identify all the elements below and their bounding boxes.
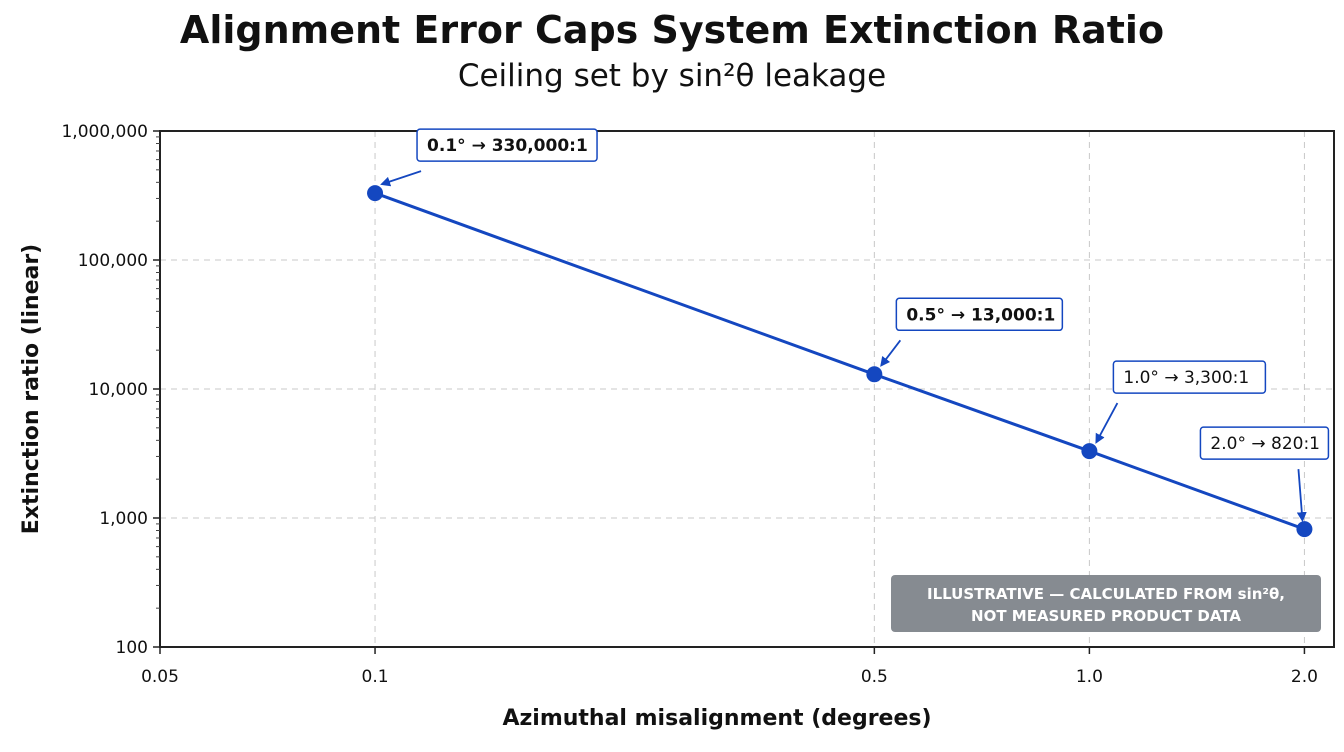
grid-layer <box>160 131 1334 647</box>
annotation-layer: 0.1° → 330,000:1 0.5° → 13,000:1 1.0° → 3,… <box>380 128 1330 523</box>
annotation-box <box>895 297 1064 332</box>
disclaimer-badge <box>891 575 1321 632</box>
x-tick-label: 1.0 <box>1076 667 1103 687</box>
note-layer: ILLUSTRATIVE — CALCULATED FROM sin²θ, NOT… <box>891 575 1321 632</box>
series-layer <box>367 185 1313 538</box>
annotation-box <box>1199 426 1330 460</box>
data-point <box>367 185 384 202</box>
annotation-arrow <box>1296 469 1307 523</box>
x-tick-label: 0.5 <box>861 667 888 687</box>
data-point <box>1296 521 1313 538</box>
chart-title: Alignment Error Caps System Extinction R… <box>179 8 1165 52</box>
data-point <box>1081 443 1098 460</box>
annotation-callout: 1.0° → 3,300:1 <box>1095 360 1267 444</box>
x-tick-label: 2.0 <box>1291 667 1318 687</box>
chart-subtitle: Ceiling set by sin²θ leakage <box>457 58 887 94</box>
y-tick-label: 100 <box>116 638 148 658</box>
y-tick-label: 10,000 <box>89 380 148 400</box>
tick-layer: 100 1,000 10,000 100,000 1,000,000 0.05 0.1 0.5… <box>61 122 1317 687</box>
annotation-callout: 0.5° → 13,000:1 <box>880 297 1064 367</box>
annotation-label: 2.0° → 820:1 <box>1210 434 1320 454</box>
annotation-callout: 0.1° → 330,000:1 <box>380 128 598 187</box>
annotation-arrow <box>880 339 902 367</box>
annotation-callout: 2.0° → 820:1 <box>1199 426 1330 523</box>
y-tick-label: 1,000,000 <box>61 122 148 142</box>
series-line <box>374 191 1305 531</box>
annotation-box <box>1112 360 1267 394</box>
annotation-label: 0.5° → 13,000:1 <box>906 305 1055 325</box>
y-tick-label: 1,000 <box>99 509 148 529</box>
annotation-box <box>416 128 598 162</box>
disclaimer-text: ILLUSTRATIVE — CALCULATED FROM sin²θ, <box>927 585 1285 603</box>
x-tick-label: 0.05 <box>141 667 179 687</box>
disclaimer-text: NOT MEASURED PRODUCT DATA <box>971 607 1241 625</box>
annotation-label: 1.0° → 3,300:1 <box>1123 368 1249 388</box>
x-axis-title: Azimuthal misalignment (degrees) <box>502 706 931 731</box>
y-tick-label: 100,000 <box>78 251 148 271</box>
data-point <box>866 366 883 383</box>
annotation-label: 0.1° → 330,000:1 <box>427 136 588 156</box>
annotation-arrow <box>380 170 422 187</box>
y-axis-title: Extinction ratio (linear) <box>19 244 44 534</box>
annotation-arrow <box>1095 402 1119 444</box>
x-tick-label: 0.1 <box>362 667 389 687</box>
